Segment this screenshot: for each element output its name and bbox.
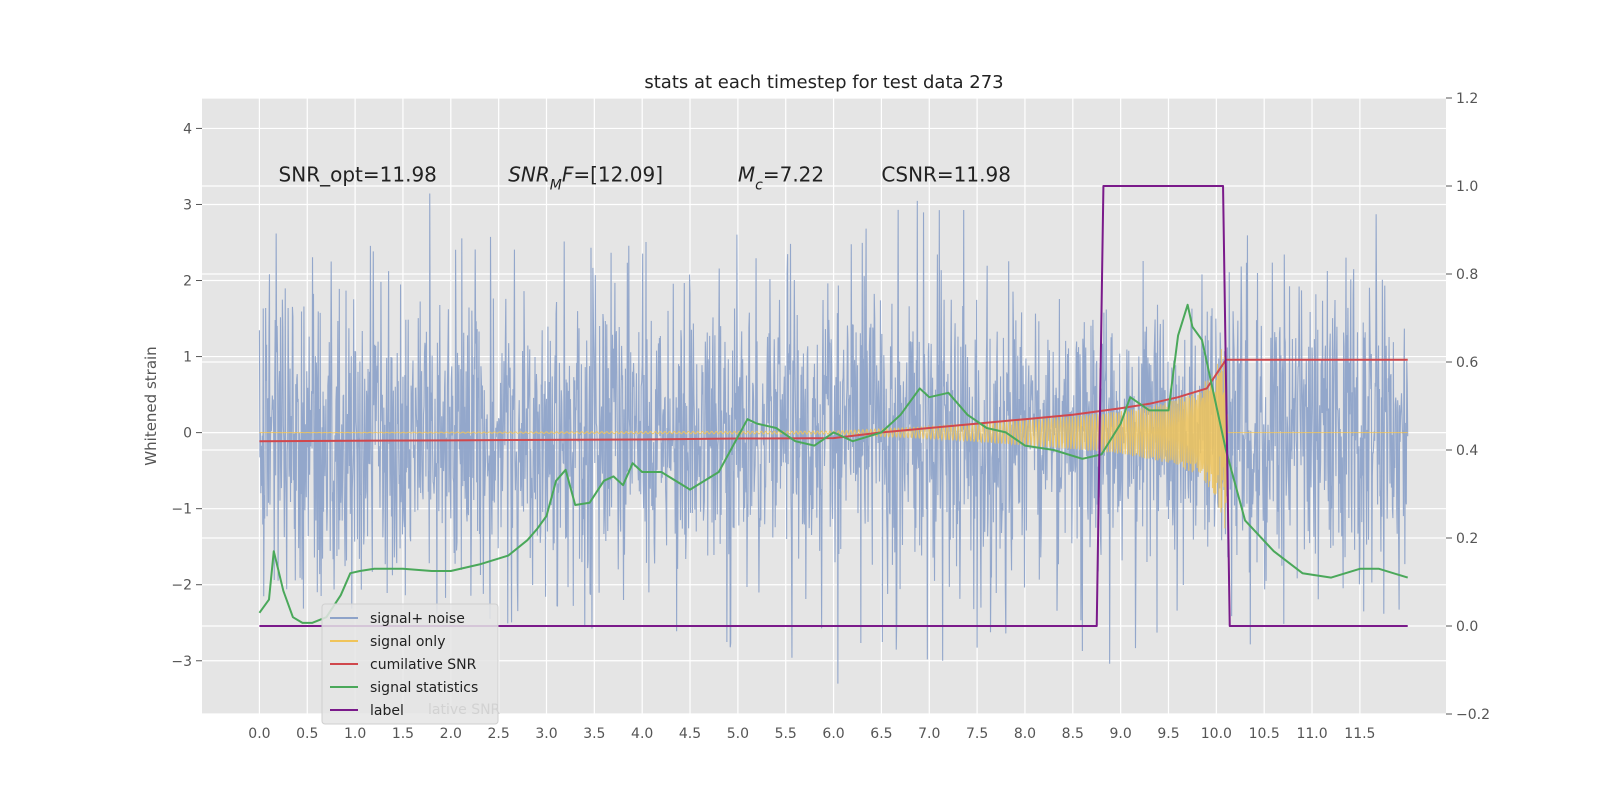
chart-title: stats at each timestep for test data 273 xyxy=(644,72,1003,93)
x-tick-label: 7.5 xyxy=(966,726,988,742)
x-tick-label: 6.5 xyxy=(870,726,892,742)
x-tick-label: 2.5 xyxy=(488,726,510,742)
annotation-csnr: CSNR=11.98 xyxy=(881,163,1011,187)
y-axis-left: −3 −2 −1 0 1 2 3 4 xyxy=(171,121,202,670)
legend-entry: cumilative SNR xyxy=(370,657,477,673)
y-tick-label: 2 xyxy=(183,274,192,290)
legend-entry: signal statistics xyxy=(370,680,478,696)
legend-entry: signal+ noise xyxy=(370,611,465,627)
x-tick-label: 6.0 xyxy=(822,726,844,742)
x-tick-label: 0.0 xyxy=(248,726,270,742)
y-tick-label: 4 xyxy=(183,121,192,137)
y2-tick-label: 0.0 xyxy=(1456,619,1478,635)
annotation-part: M xyxy=(738,163,755,187)
y-axis-label: Whitened strain xyxy=(142,346,160,465)
annotations: SNR_opt=11.98 SNRMF=[12.09] Mc=7.22 CSNR=11… xyxy=(279,163,1011,194)
legend-box xyxy=(321,603,499,725)
annotation-snr-opt: SNR_opt=11.98 xyxy=(279,163,437,187)
x-tick-label: 1.0 xyxy=(344,726,366,742)
lines-layer xyxy=(258,185,1409,627)
x-tick-label: 11.0 xyxy=(1296,726,1327,742)
x-tick-label: 7.0 xyxy=(918,726,940,742)
y2-tick-label: 0.2 xyxy=(1456,531,1478,547)
x-tick-label: 11.5 xyxy=(1344,726,1375,742)
series-signal-statistics xyxy=(258,303,1409,624)
y-tick-label: 0 xyxy=(183,426,192,442)
y-tick-label: 1 xyxy=(183,350,192,366)
annotation-part: SNR xyxy=(508,163,550,187)
legend-ghost-text: lative SNR xyxy=(428,702,501,718)
annotation-part: M xyxy=(550,178,562,194)
x-tick-label: 2.0 xyxy=(440,726,462,742)
noise-layer xyxy=(258,193,1409,684)
x-tick-label: 5.0 xyxy=(727,726,749,742)
legend-entry: signal only xyxy=(370,634,445,650)
y2-tick-label: 0.6 xyxy=(1456,355,1478,371)
x-tick-label: 8.0 xyxy=(1014,726,1036,742)
annotation-part: =[12.09] xyxy=(573,163,663,187)
y-tick-label: −1 xyxy=(171,502,192,518)
series-label xyxy=(259,185,1408,627)
x-tick-label: 3.0 xyxy=(535,726,557,742)
annotation-part: F xyxy=(562,163,574,187)
x-tick-label: 4.5 xyxy=(679,726,701,742)
x-tick-label: 5.5 xyxy=(775,726,797,742)
annotation-snr-mf: SNRMF=[12.09] xyxy=(508,163,663,194)
x-tick-label: 8.5 xyxy=(1062,726,1084,742)
x-tick-label: 9.5 xyxy=(1157,726,1179,742)
y-tick-label: 3 xyxy=(183,197,192,213)
y-tick-label: −3 xyxy=(171,654,192,670)
legend: lative SNR signal+ noise signal only cumila… xyxy=(321,603,501,725)
annotation-part: SNR_opt=11.98 xyxy=(279,163,437,187)
annotation-chirp-mass: Mc=7.22 xyxy=(738,163,824,194)
x-tick-label: 10.0 xyxy=(1201,726,1232,742)
y2-tick-label: −0.2 xyxy=(1456,707,1490,723)
series-signal-noise xyxy=(258,193,1409,684)
y-axis-right: −0.2 0.0 0.2 0.4 0.6 0.8 1.0 1.2 xyxy=(1446,91,1490,723)
annotation-part: c xyxy=(755,178,763,194)
y2-tick-label: 0.4 xyxy=(1456,443,1478,459)
x-tick-label: 1.5 xyxy=(392,726,414,742)
x-axis: 0.0 0.5 1.0 1.5 2.0 2.5 3.0 3.5 4.0 4.5 5.0 5.5 6.0 6… xyxy=(248,726,1375,742)
y2-tick-label: 1.2 xyxy=(1456,91,1478,107)
x-tick-label: 9.0 xyxy=(1110,726,1132,742)
y2-tick-label: 0.8 xyxy=(1456,267,1478,283)
x-tick-label: 3.5 xyxy=(583,726,605,742)
x-tick-label: 10.5 xyxy=(1249,726,1280,742)
annotation-part: CSNR=11.98 xyxy=(881,163,1011,187)
series-cumilative-snr xyxy=(259,358,1408,443)
y2-tick-label: 1.0 xyxy=(1456,179,1478,195)
y-tick-label: −2 xyxy=(171,578,192,594)
legend-entry: label xyxy=(370,703,404,719)
x-tick-label: 4.0 xyxy=(631,726,653,742)
annotation-part: =7.22 xyxy=(763,163,824,187)
x-tick-label: 0.5 xyxy=(296,726,318,742)
